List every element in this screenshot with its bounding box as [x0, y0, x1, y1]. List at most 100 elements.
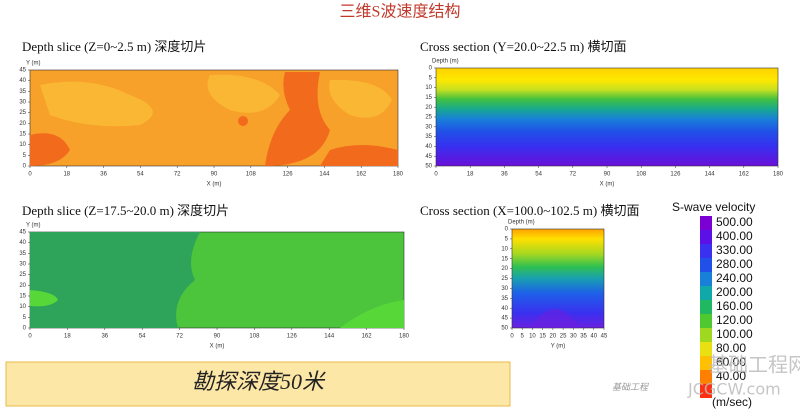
y-tick-label: 25	[501, 276, 508, 282]
colorbar-label: 120.00	[716, 313, 753, 327]
y-tick-label: 0	[23, 326, 27, 332]
x-tick-label: 90	[214, 334, 221, 340]
colorbar-label: 240.00	[716, 271, 753, 285]
contour-image	[29, 231, 405, 329]
y-tick-label: 50	[501, 326, 508, 332]
y-tick-label: 40	[501, 306, 508, 312]
x-tick-label: 144	[319, 172, 330, 178]
y-tick-label: 30	[19, 100, 26, 106]
colorbar-label: 160.00	[716, 299, 753, 313]
y-tick-label: 35	[19, 89, 26, 95]
y-tick-label: 25	[425, 115, 432, 121]
x-tick-label: 36	[100, 172, 107, 178]
x-tick-label: 30	[570, 334, 577, 340]
contour-image	[29, 69, 399, 167]
colorbar-label: 40.00	[716, 369, 746, 383]
y-tick-label: 30	[501, 286, 508, 292]
x-tick-label: 18	[63, 172, 70, 178]
y-tick-label: 50	[425, 164, 432, 170]
y-tick-label: 5	[23, 315, 27, 321]
x-tick-label: 54	[535, 172, 542, 178]
contour-image	[435, 67, 779, 167]
x-axis-label: Y (m)	[551, 344, 566, 350]
x-tick-label: 180	[773, 172, 784, 178]
y-tick-label: 30	[19, 262, 26, 268]
x-tick-label: 36	[501, 172, 508, 178]
colorbar-label: 500.00	[716, 215, 753, 229]
x-tick-label: 5	[521, 334, 525, 340]
y-tick-label: 5	[429, 75, 433, 81]
colorbar-swatch	[700, 342, 712, 356]
y-tick-label: 0	[23, 164, 27, 170]
panel-title: Cross section (Y=20.0~22.5 m) 横切面	[420, 39, 626, 54]
x-tick-label: 25	[560, 334, 567, 340]
y-tick-label: 40	[19, 240, 26, 246]
x-tick-label: 180	[399, 334, 410, 340]
colorbar-swatch	[700, 384, 712, 398]
banner-box	[5, 361, 511, 407]
x-tick-label: 180	[393, 172, 404, 178]
x-tick-label: 54	[139, 334, 146, 340]
y-tick-label: 45	[19, 68, 26, 74]
x-tick-label: 0	[28, 334, 32, 340]
colorbar-swatch	[700, 216, 712, 230]
x-tick-label: 72	[174, 172, 181, 178]
panel-title: Cross section (X=100.0~102.5 m) 横切面	[420, 203, 639, 218]
y-tick-label: 45	[501, 316, 508, 322]
y-tick-label: 15	[19, 294, 26, 300]
colorbar-label: 400.00	[716, 229, 753, 243]
x-tick-label: 90	[604, 172, 611, 178]
x-tick-label: 20	[550, 334, 557, 340]
y-tick-label: 20	[19, 121, 26, 127]
panels: Depth slice (Z=0~2.5 m) 深度切片 0 18 36 54 72 90 1…	[19, 39, 783, 350]
x-tick-label: 90	[211, 172, 218, 178]
colorbar: 500.00400.00330.00280.00240.00200.00160.…	[700, 215, 753, 398]
x-axis-label: X (m)	[207, 182, 222, 188]
y-tick-label: 35	[501, 296, 508, 302]
y-axis-label: Depth (m)	[432, 59, 459, 65]
x-axis-label: X (m)	[600, 182, 615, 188]
y-tick-label: 25	[19, 272, 26, 278]
y-tick-label: 25	[19, 110, 26, 116]
colorbar-swatch	[700, 258, 712, 272]
colorbar-label: 80.00	[716, 341, 746, 355]
x-tick-label: 18	[64, 334, 71, 340]
y-tick-label: 20	[19, 283, 26, 289]
x-tick-label: 108	[636, 172, 647, 178]
colorbar-label: 330.00	[716, 243, 753, 257]
y-tick-label: 15	[425, 95, 432, 101]
colorbar-unit: (m/sec)	[712, 395, 752, 409]
x-tick-label: 36	[101, 334, 108, 340]
slide-title: 三维S波速度结构	[340, 3, 461, 21]
y-tick-label: 40	[19, 78, 26, 84]
y-tick-label: 30	[425, 124, 432, 130]
x-tick-label: 144	[705, 172, 716, 178]
y-tick-label: 35	[19, 251, 26, 257]
x-tick-label: 72	[569, 172, 576, 178]
colorbar-label: 200.00	[716, 285, 753, 299]
banner-text: 勘探深度50米	[192, 369, 326, 394]
y-tick-label: 40	[425, 144, 432, 150]
colorbar-swatch	[700, 300, 712, 314]
panel-title: Depth slice (Z=0~2.5 m) 深度切片	[22, 39, 206, 54]
x-tick-label: 108	[246, 172, 257, 178]
x-tick-label: 35	[580, 334, 587, 340]
watermark-small: 基础工程	[612, 382, 649, 392]
x-tick-label: 54	[137, 172, 144, 178]
colorbar-swatch	[700, 272, 712, 286]
x-tick-label: 144	[324, 334, 335, 340]
colorbar-swatch	[700, 286, 712, 300]
y-tick-label: 45	[425, 154, 432, 160]
y-tick-label: 45	[19, 230, 26, 236]
y-tick-label: 10	[19, 142, 26, 148]
watermark-name: 基础工程网	[708, 353, 800, 377]
x-tick-label: 0	[510, 334, 514, 340]
x-tick-label: 72	[176, 334, 183, 340]
colorbar-swatch	[700, 370, 712, 384]
x-axis-label: X (m)	[210, 344, 225, 350]
colorbar-label: 100.00	[716, 327, 753, 341]
y-axis-label: Depth (m)	[508, 220, 535, 226]
y-tick-label: 20	[425, 105, 432, 111]
x-tick-label: 40	[590, 334, 597, 340]
x-tick-label: 0	[434, 172, 438, 178]
